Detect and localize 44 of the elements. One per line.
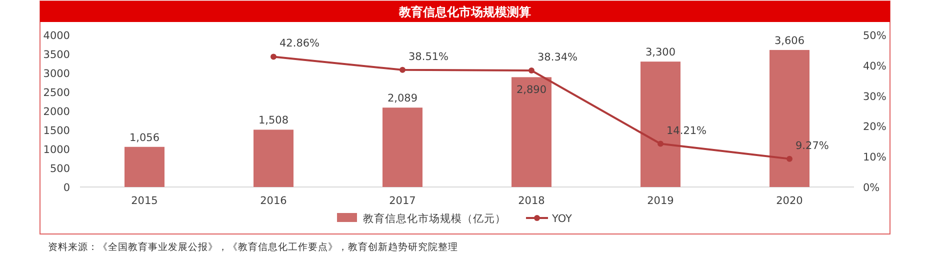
data-label: 38.34% [538, 51, 578, 64]
data-label: 3,300 [645, 46, 676, 59]
bar [124, 146, 164, 187]
point [528, 67, 534, 74]
y-tick-label: 500 [50, 163, 70, 175]
legend-label: 教育信息化市场规模（亿元） [363, 212, 506, 225]
y-tick-label: 1500 [43, 125, 70, 137]
data-label: 1,508 [258, 114, 289, 127]
y-tick-label: 1000 [43, 144, 70, 156]
data-label: 2,089 [387, 92, 418, 105]
x-tick-label: 2018 [518, 195, 545, 207]
point [270, 54, 276, 60]
x-tick-label: 2019 [647, 195, 674, 207]
bar [512, 77, 552, 187]
y-tick-label: 3500 [43, 49, 70, 61]
y-tick-label: 4000 [43, 30, 70, 42]
x-tick-label: 2020 [776, 195, 803, 207]
point [658, 140, 664, 147]
point [400, 66, 406, 73]
y2-tick-label: 30% [863, 90, 886, 103]
bar [382, 108, 422, 187]
y2-tick-label: 0% [863, 182, 880, 194]
data-label: 38.51% [408, 50, 449, 63]
text: 资料来源：《全国教育事业发展公报》，《教育信息化工作要点》，教育创新趋势研究院整理 [48, 241, 458, 253]
y2-tick-label: 50% [863, 30, 886, 42]
data-label: 1,056 [129, 132, 160, 144]
y2-tick-label: 20% [863, 121, 886, 134]
bar [254, 130, 294, 187]
y-tick-label: 3000 [43, 68, 70, 80]
y-tick-label: 0 [63, 182, 70, 194]
x-tick-label: 2016 [260, 195, 288, 207]
y2-tick-label: 10% [863, 152, 886, 164]
y-tick-label: 2500 [43, 87, 70, 99]
data-label: 42.86% [280, 38, 320, 50]
y2-tick-label: 40% [863, 60, 886, 72]
point [786, 156, 792, 162]
x-tick-label: 2017 [389, 195, 416, 207]
data-label: 2,890 [516, 84, 547, 96]
y-tick-label: 2000 [43, 106, 70, 118]
chart-title: 教育信息化市场规模测算 [398, 5, 531, 19]
data-label: 3,606 [774, 34, 805, 47]
x-tick-label: 2015 [131, 195, 158, 207]
title-band: 教育信息化市场规模测算 [40, 1, 890, 22]
legend-label: YOY [551, 213, 573, 225]
